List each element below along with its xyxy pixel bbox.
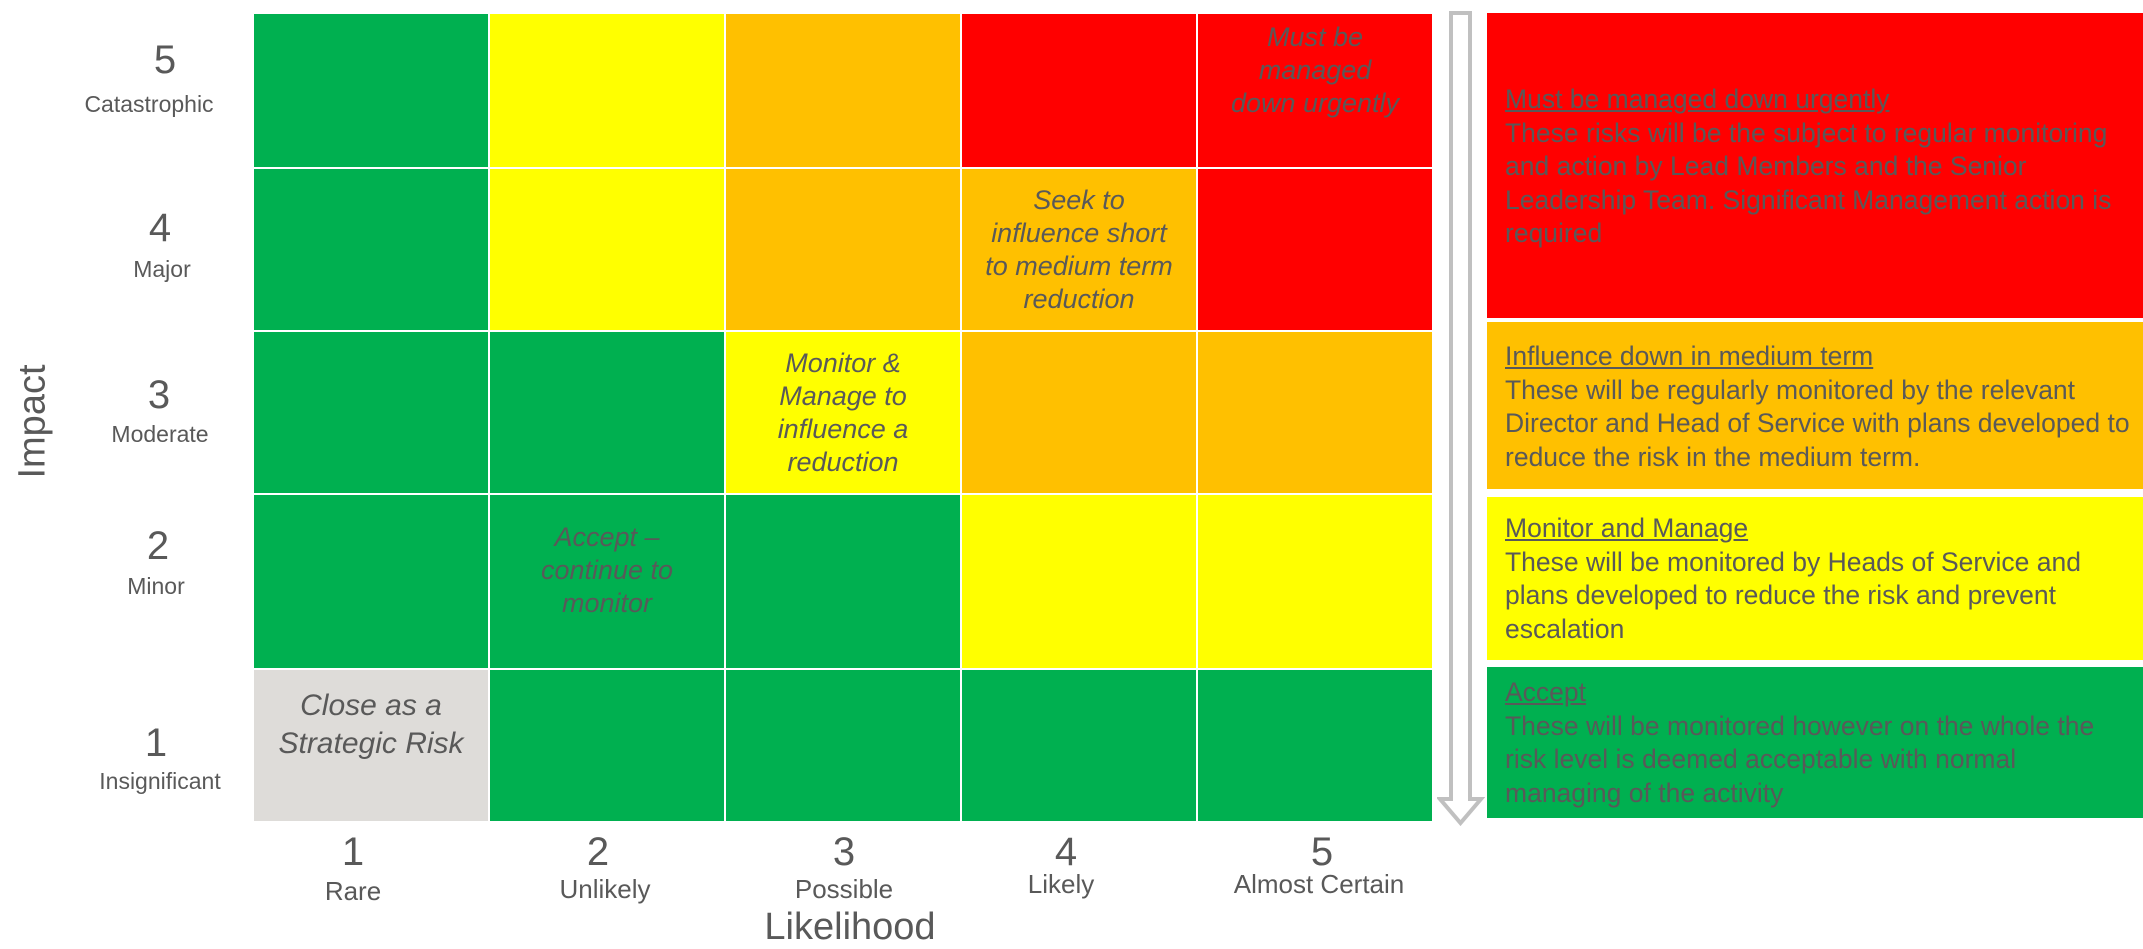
y-level-label: Catastrophic [84, 91, 214, 117]
matrix-cell [1197, 13, 1433, 168]
matrix-cell [253, 168, 489, 331]
matrix-cell [725, 669, 961, 822]
matrix-cell [1197, 669, 1433, 822]
legend-title: Accept [1505, 677, 1587, 707]
x-level-num: 4 [1054, 830, 1078, 874]
annotation-accept: Accept – continue to monitor [540, 522, 674, 618]
matrix-cell [253, 13, 489, 168]
annotation-cell-seek-to-influence: Seek to influence short to medium term r… [961, 168, 1197, 331]
matrix-cell [1197, 331, 1433, 494]
annotation-cell-accept: Accept – continue to monitor [489, 494, 725, 669]
x-level-num: 1 [341, 830, 365, 874]
legend-item-green: Accept These will be monitored however o… [1487, 667, 2143, 818]
matrix-cell [961, 669, 1197, 822]
y-level-label: Minor [127, 573, 185, 599]
annotation-seek-to-influence: Seek to influence short to medium term r… [985, 184, 1173, 314]
annotation-cell-monitor-manage: Monitor & Manage to influence a reductio… [725, 331, 961, 494]
matrix-cell [489, 494, 725, 669]
annotation-cell-close: Close as a Strategic Risk [253, 669, 489, 822]
matrix-cell [253, 494, 489, 669]
y-axis-title: Impact [11, 364, 54, 479]
x-level-num: 3 [832, 830, 856, 874]
risk-matrix: Must be managed down urgently Seek to in… [253, 13, 1433, 822]
y-level-label: Moderate [111, 421, 209, 447]
x-axis-title: Likelihood [764, 906, 936, 948]
y-level-num: 5 [153, 38, 177, 82]
legend-text: These risks will be the subject to regul… [1505, 117, 2112, 249]
legend-title: Must be managed down urgently [1505, 84, 1890, 114]
x-level-num: 5 [1310, 830, 1334, 874]
y-level-num: 2 [146, 524, 170, 568]
matrix-cell [961, 13, 1197, 168]
matrix-cell [725, 168, 961, 331]
legend-text: These will be monitored by Heads of Serv… [1505, 546, 2081, 644]
annotation-cell-must-be-managed: Must be managed down urgently [1197, 13, 1433, 168]
matrix-cell [489, 13, 725, 168]
matrix-cell [489, 331, 725, 494]
matrix-cell [1197, 494, 1433, 669]
y-level-num: 1 [144, 721, 168, 765]
annotation-monitor-manage: Monitor & Manage to influence a reductio… [777, 347, 909, 477]
matrix-cell [253, 331, 489, 494]
matrix-cell [961, 168, 1197, 331]
matrix-cell [961, 331, 1197, 494]
legend-title: Influence down in medium term [1505, 341, 1874, 371]
x-level-label: Unlikely [559, 874, 651, 904]
matrix-cell [253, 669, 489, 822]
y-level-num: 3 [147, 373, 171, 417]
matrix-cell [725, 331, 961, 494]
legend-text: These will be monitored however on the w… [1505, 710, 2095, 808]
y-level-label: Insignificant [99, 768, 221, 794]
matrix-cell [489, 168, 725, 331]
legend-item-yellow: Monitor and Manage These will be monitor… [1487, 497, 2143, 660]
legend-title: Monitor and Manage [1505, 513, 1749, 543]
x-level-label: Almost Certain [1233, 869, 1405, 899]
x-level-label: Rare [324, 876, 382, 906]
legend-item-red: Must be managed down urgently These risk… [1487, 13, 2143, 318]
down-arrow-icon [1437, 11, 1485, 827]
x-level-label: Likely [1027, 869, 1095, 899]
x-level-num: 2 [586, 830, 610, 874]
legend-item-orange: Influence down in medium term These will… [1487, 322, 2143, 489]
matrix-cell [725, 494, 961, 669]
legend-text: These will be regularly monitored by the… [1505, 374, 2130, 472]
y-level-label: Major [133, 256, 191, 282]
annotation-must-be-managed: Must be managed down urgently [1230, 22, 1400, 118]
annotation-close: Close as a Strategic Risk [278, 689, 464, 760]
matrix-cell [961, 494, 1197, 669]
y-level-num: 4 [148, 206, 172, 250]
matrix-cell [489, 669, 725, 822]
matrix-cell [1197, 168, 1433, 331]
matrix-cell [725, 13, 961, 168]
x-level-label: Possible [794, 874, 894, 904]
